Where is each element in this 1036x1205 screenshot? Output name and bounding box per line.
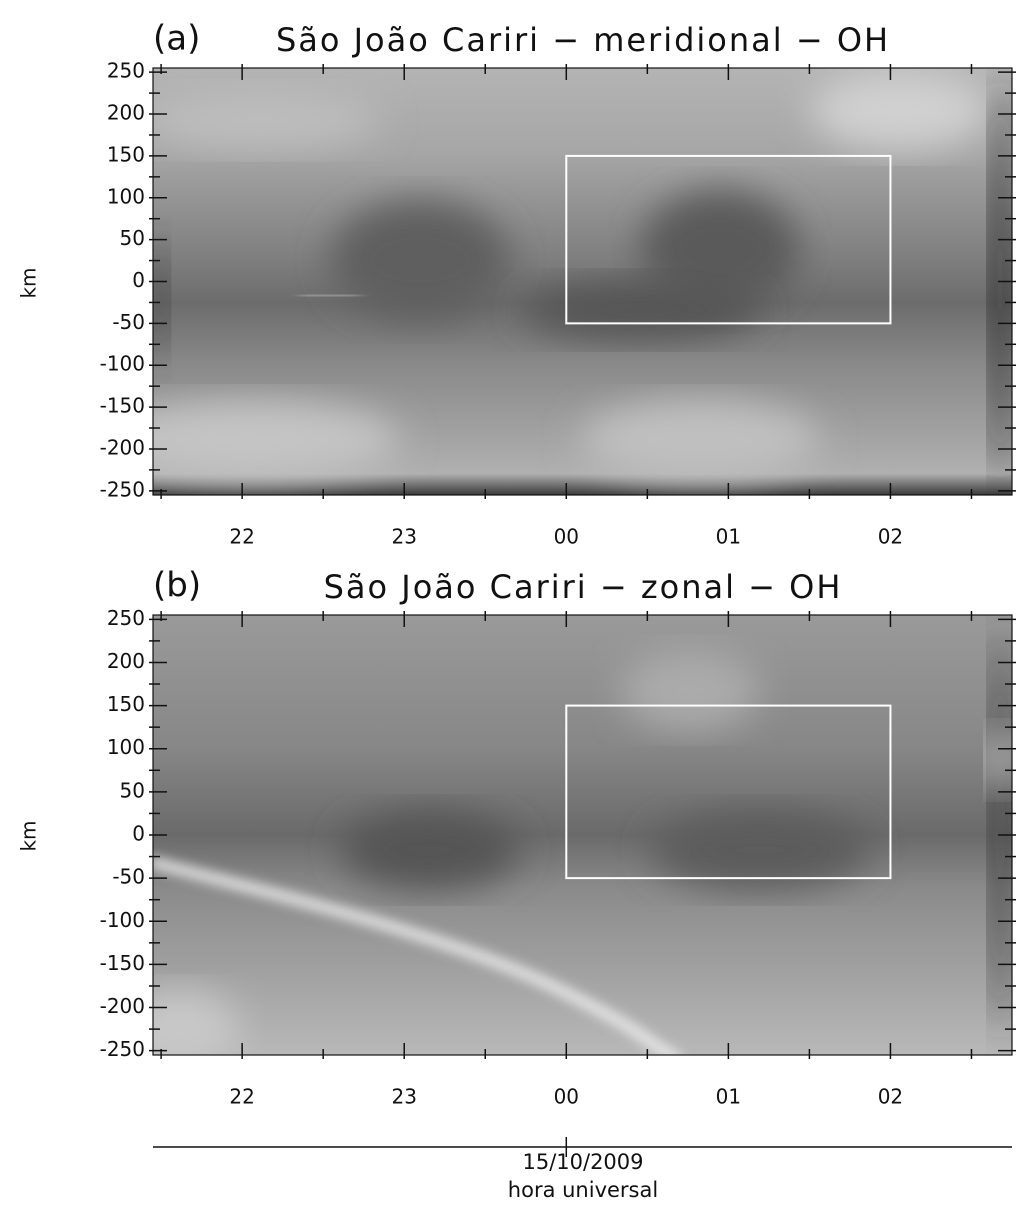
- heatmap-background: [153, 615, 1012, 1055]
- chart-title: São João Cariri − meridional − OH: [276, 21, 890, 59]
- texture: [990, 80, 1010, 480]
- y-tick-label: 0: [132, 268, 145, 292]
- texture: [153, 90, 380, 150]
- y-tick-label: -100: [100, 352, 145, 376]
- texture: [810, 70, 990, 150]
- texture: [520, 280, 760, 340]
- y-tick-label: -200: [100, 994, 145, 1018]
- y-tick-label: -250: [100, 1037, 145, 1061]
- x-axis-label: hora universal: [508, 1178, 658, 1202]
- y-tick-label: -50: [112, 865, 145, 889]
- y-tick-label: 150: [107, 692, 145, 716]
- texture: [330, 200, 510, 320]
- x-tick-label: 02: [878, 525, 903, 549]
- y-tick-label: 250: [107, 59, 145, 83]
- panel-label: (b): [153, 566, 201, 606]
- heatmap-layer: [153, 615, 1012, 1055]
- highlight-box: [565, 154, 892, 325]
- y-tick-label: -250: [100, 477, 145, 501]
- y-tick-label: 50: [120, 226, 145, 250]
- x-tick-label: 00: [554, 1085, 579, 1109]
- y-tick-label: 250: [107, 606, 145, 630]
- y-tick-label: -50: [112, 310, 145, 334]
- y-tick-label: 100: [107, 184, 145, 208]
- date-label: 15/10/2009: [522, 1150, 643, 1174]
- texture: [340, 810, 520, 890]
- y-tick-label: -200: [100, 435, 145, 459]
- y-tick-label: 100: [107, 735, 145, 759]
- x-tick-label: 22: [229, 525, 254, 549]
- y-tick-label: -100: [100, 908, 145, 932]
- texture: [650, 810, 870, 890]
- y-tick-label: 200: [107, 101, 145, 125]
- x-tick-label: 00: [554, 525, 579, 549]
- texture: [620, 650, 760, 730]
- heatmap-image: [153, 615, 1012, 1055]
- x-tick-label: 23: [391, 525, 416, 549]
- x-tick-label: 22: [229, 1085, 254, 1109]
- x-tick-label: 02: [878, 1085, 903, 1109]
- y-axis-label: km: [17, 267, 41, 298]
- x-tick-label: 01: [716, 525, 741, 549]
- highlight-box: [565, 704, 892, 880]
- texture: [990, 630, 1010, 1030]
- x-tick-label: 01: [716, 1085, 741, 1109]
- y-axis-label: km: [17, 820, 41, 851]
- texture: [640, 190, 800, 310]
- texture: [299, 292, 361, 299]
- panel-label: (a): [153, 19, 200, 59]
- texture: [153, 857, 682, 1055]
- y-tick-label: 200: [107, 649, 145, 673]
- texture: [153, 400, 400, 480]
- chart-title: São João Cariri − zonal − OH: [324, 568, 843, 606]
- heatmap-image: [153, 68, 1012, 495]
- heatmap-layer: [153, 68, 1012, 495]
- y-tick-label: -150: [100, 394, 145, 418]
- x-tick-label: 23: [391, 1085, 416, 1109]
- texture: [988, 730, 1012, 790]
- y-tick-label: 150: [107, 142, 145, 166]
- y-tick-label: 50: [120, 778, 145, 802]
- texture: [153, 240, 168, 360]
- texture: [153, 990, 240, 1055]
- texture: [580, 400, 820, 480]
- y-tick-label: 0: [132, 822, 145, 846]
- y-tick-label: -150: [100, 951, 145, 975]
